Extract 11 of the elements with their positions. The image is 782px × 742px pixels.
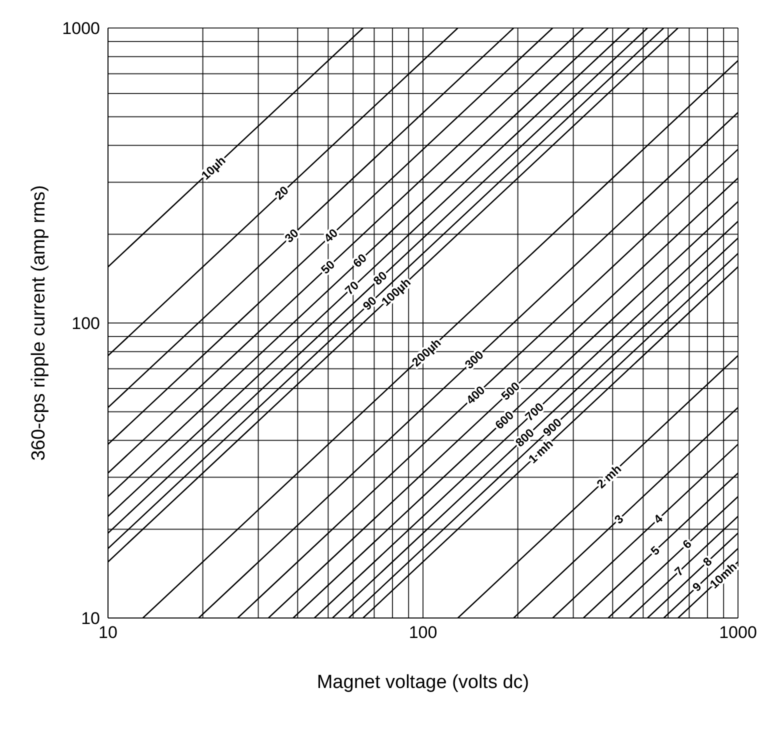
x-tick-label: 100 xyxy=(408,623,438,642)
y-axis-title: 360-cps ripple current (amp rms) xyxy=(28,185,50,461)
text: 7 xyxy=(672,564,687,579)
x-axis-title: Magnet voltage (volts dc) xyxy=(316,672,530,693)
text: 4 xyxy=(650,511,666,526)
x-tick-label: 1000 xyxy=(719,623,757,642)
y-tick-label: 10 xyxy=(81,609,100,628)
x-tick-label: 10 xyxy=(98,623,118,642)
text: 3 xyxy=(612,512,626,527)
y-tick-label: 100 xyxy=(72,314,100,334)
y-tick-label: 1000 xyxy=(62,19,100,38)
